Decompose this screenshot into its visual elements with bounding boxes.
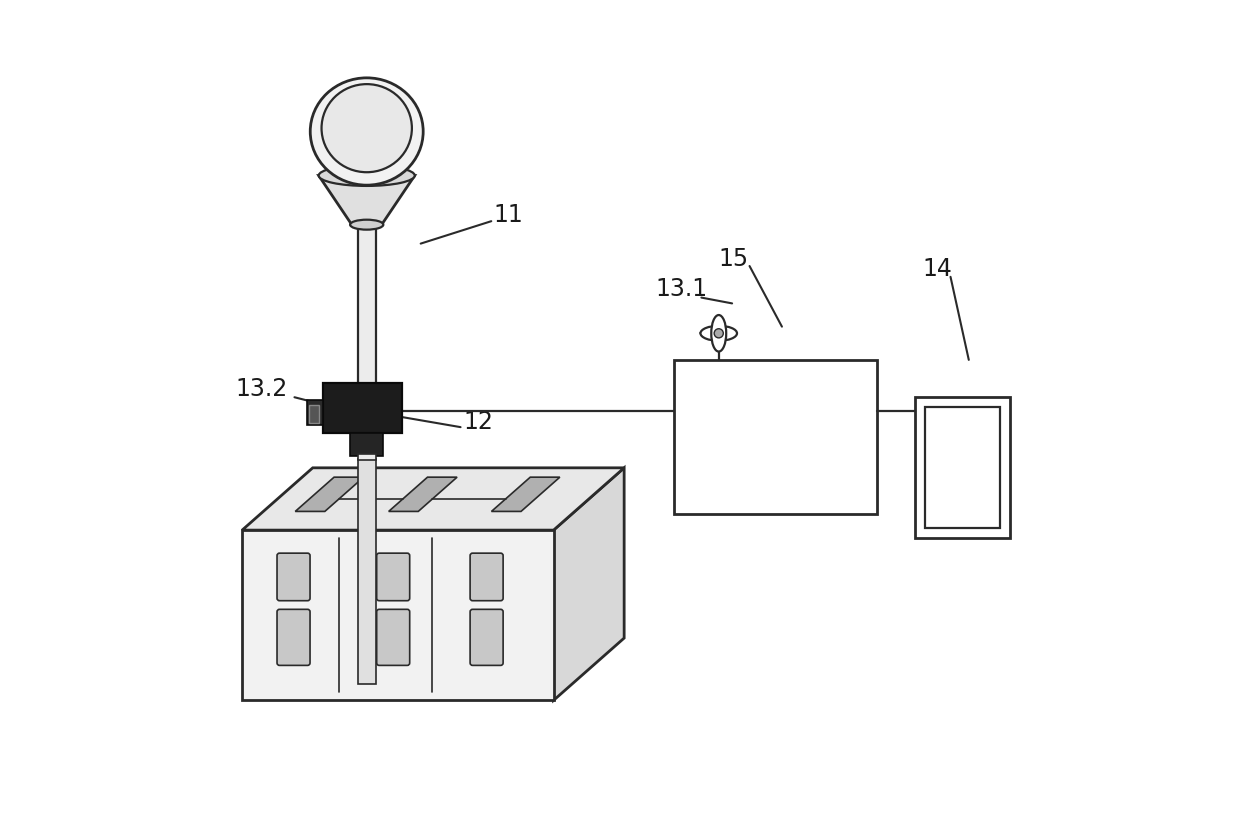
FancyBboxPatch shape (377, 609, 409, 665)
Bar (925, 407, 1001, 528)
FancyBboxPatch shape (470, 609, 503, 665)
Bar (324, 383, 402, 433)
Text: 12: 12 (464, 410, 494, 434)
Polygon shape (491, 477, 559, 512)
Text: 13.2: 13.2 (236, 377, 288, 401)
FancyBboxPatch shape (377, 553, 409, 601)
Ellipse shape (310, 78, 423, 185)
FancyBboxPatch shape (277, 553, 310, 601)
Polygon shape (319, 176, 414, 225)
Polygon shape (242, 468, 624, 530)
Text: 13.1: 13.1 (656, 278, 708, 301)
Bar (915, 397, 1011, 538)
Bar (357, 454, 376, 461)
Ellipse shape (714, 329, 723, 338)
Polygon shape (388, 477, 458, 512)
FancyBboxPatch shape (470, 553, 503, 601)
Bar (309, 405, 319, 423)
Polygon shape (295, 477, 363, 512)
Ellipse shape (701, 326, 737, 341)
Ellipse shape (319, 166, 414, 186)
Bar (357, 459, 376, 684)
Text: 15: 15 (719, 247, 749, 271)
Text: 14: 14 (923, 257, 952, 281)
FancyBboxPatch shape (277, 609, 310, 665)
Bar (242, 530, 553, 701)
Ellipse shape (712, 315, 727, 352)
Bar (350, 433, 383, 456)
Bar (357, 227, 376, 414)
Ellipse shape (350, 220, 383, 230)
Bar (675, 359, 878, 513)
Text: 11: 11 (494, 202, 523, 227)
Bar (306, 400, 324, 425)
Polygon shape (553, 468, 624, 701)
Ellipse shape (321, 84, 412, 172)
